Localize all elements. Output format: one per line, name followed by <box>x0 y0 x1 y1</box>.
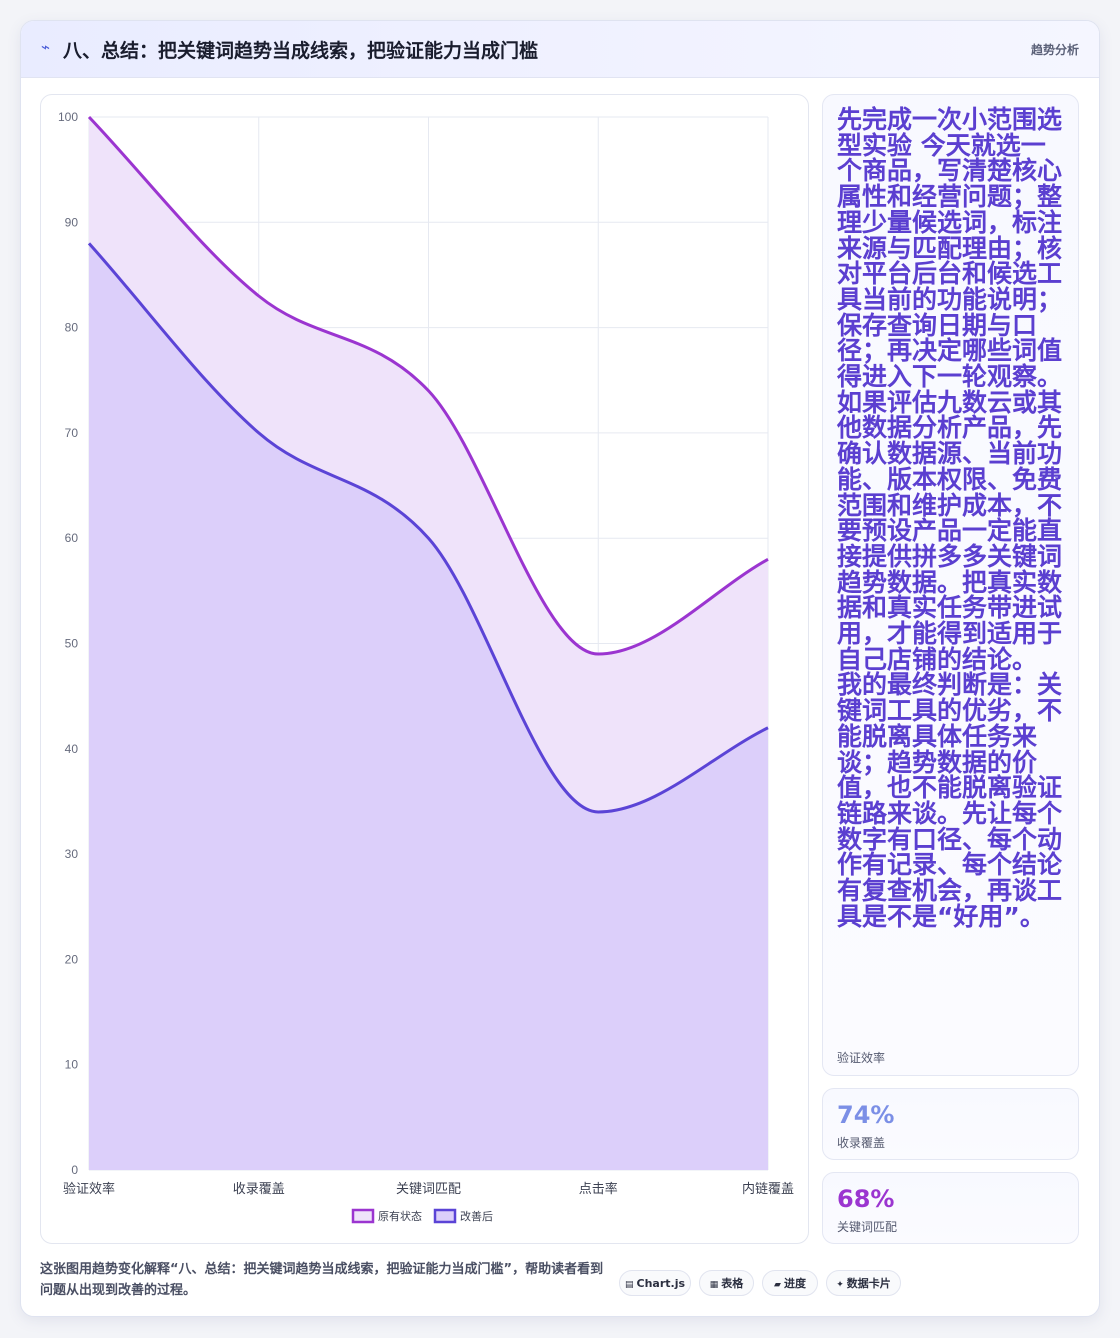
series-area-2 <box>89 243 768 1171</box>
legend-label: 改善后 <box>460 1209 493 1223</box>
page-title: 八、总结：把关键词趋势当成线索，把验证能力当成门槛 <box>63 40 539 62</box>
progress-icon: ▰ <box>774 1280 781 1290</box>
sparkle-icon: ✦ <box>836 1280 844 1290</box>
y-tick-label: 70 <box>65 426 79 440</box>
stat-card-main: 先完成一次小范围选型实验 今天就选一个商品，写清楚核心属性和经营问题；整理少量候… <box>822 94 1079 1076</box>
y-tick-label: 40 <box>65 742 79 756</box>
stat-match-value: 68% <box>837 1185 895 1213</box>
chip-label: 进度 <box>783 1277 806 1290</box>
y-tick-label: 90 <box>65 215 79 229</box>
x-tick-label: 内链覆盖 <box>742 1181 794 1197</box>
stat-coverage-value: 74% <box>837 1101 895 1129</box>
x-tick-label: 验证效率 <box>63 1181 115 1197</box>
y-tick-label: 80 <box>65 321 79 335</box>
x-tick-label: 收录覆盖 <box>233 1182 285 1197</box>
trend-icon: ⌁ <box>41 38 51 56</box>
stat-main-value: 先完成一次小范围选型实验 今天就选一个商品，写清楚核心属性和经营问题；整理少量候… <box>837 105 1063 931</box>
y-tick-label: 60 <box>65 531 79 545</box>
card-header: ⌁ 八、总结：把关键词趋势当成线索，把验证能力当成门槛 趋势分析 <box>21 21 1099 78</box>
series-line-1 <box>87 115 769 656</box>
series-line-2 <box>87 242 769 814</box>
header-tag: 趋势分析 <box>1030 43 1079 57</box>
chip-label: 表格 <box>721 1277 744 1290</box>
y-tick-label: 20 <box>65 952 79 966</box>
chart-icon: ▤ <box>624 1280 634 1290</box>
chart-description: 这张图用趋势变化解释“八、总结：把关键词趋势当成线索，把验证能力当成门槛”，帮助… <box>40 1262 604 1298</box>
stat-main-label: 验证效率 <box>837 1051 886 1065</box>
y-tick-label: 0 <box>71 1163 78 1177</box>
chip-label: 数据卡片 <box>846 1277 891 1290</box>
chart-panel: 0 10 20 30 40 50 60 70 80 90 100 验证效率 收录覆盖 关键词匹配 点击率 内链… <box>40 94 809 1244</box>
chip-data-card[interactable]: ✦ 数据卡片 <box>826 1270 901 1296</box>
legend-label: 原有状态 <box>378 1209 422 1223</box>
y-tick-label: 50 <box>65 637 79 651</box>
chip-label: Chart.js <box>636 1277 686 1290</box>
y-tick-label: 30 <box>65 847 79 861</box>
stat-match-label: 关键词匹配 <box>837 1220 898 1234</box>
table-icon: ▦ <box>709 1280 719 1290</box>
stat-card-coverage: 74% 收录覆盖 <box>822 1088 1079 1160</box>
x-tick-label: 关键词匹配 <box>396 1182 461 1197</box>
y-tick-label: 100 <box>58 110 78 124</box>
stat-coverage-label: 收录覆盖 <box>837 1136 886 1150</box>
legend-swatch <box>433 1208 457 1224</box>
chip-chartjs[interactable]: ▤ Chart.js <box>619 1270 691 1296</box>
legend-swatch <box>351 1208 375 1224</box>
chip-table[interactable]: ▦ 表格 <box>699 1270 754 1296</box>
area-chart: 0 10 20 30 40 50 60 70 80 90 100 验证效率 收录覆盖 关键词匹配 点击率 内链… <box>58 110 794 1224</box>
chart-card: ⌁ 八、总结：把关键词趋势当成线索，把验证能力当成门槛 趋势分析 0 10 20 30… <box>20 20 1100 1317</box>
stat-card-match: 68% 关键词匹配 <box>822 1172 1079 1244</box>
x-tick-label: 点击率 <box>579 1181 618 1197</box>
chip-progress[interactable]: ▰ 进度 <box>762 1270 818 1296</box>
y-tick-label: 10 <box>65 1058 79 1072</box>
